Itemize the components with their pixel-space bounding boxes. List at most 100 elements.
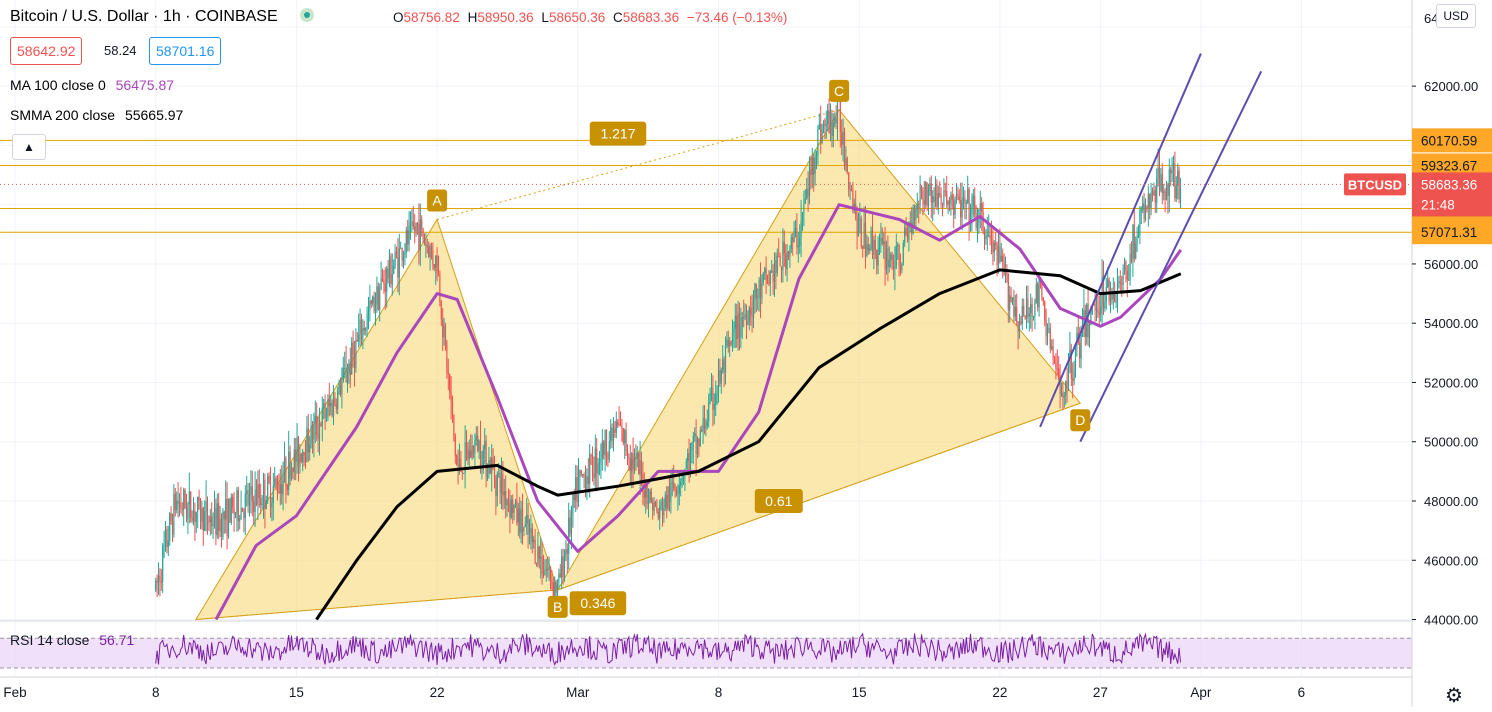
candle-body: [512, 499, 514, 513]
ask-price-button[interactable]: 58701.16: [149, 37, 222, 65]
candle-body: [388, 256, 391, 279]
candle-body: [316, 415, 318, 435]
candle-body: [531, 528, 533, 543]
candle-body: [989, 235, 991, 238]
candle-body: [1065, 381, 1067, 396]
candle-body: [845, 158, 847, 165]
time-tick-label: 8: [152, 685, 160, 700]
candle-body: [667, 486, 669, 509]
candle-body: [275, 478, 277, 484]
candle-body: [748, 307, 750, 321]
rsi-pane: [0, 620, 1412, 678]
candle-body: [1000, 255, 1002, 262]
candle-body: [208, 520, 210, 523]
candle-body: [1060, 392, 1063, 395]
candle-body: [664, 494, 666, 508]
ma100-legend[interactable]: MA 100 close 0 56475.87: [10, 77, 174, 93]
candle-body: [523, 527, 525, 532]
candle-body: [969, 213, 972, 225]
bid-price-button[interactable]: 58642.92: [10, 37, 83, 65]
candle-body: [941, 203, 944, 205]
candle-body: [772, 270, 774, 282]
candle-body: [915, 209, 917, 221]
candle-body: [1164, 191, 1166, 201]
candle-body: [279, 483, 281, 493]
candle-body: [229, 499, 231, 523]
candle-body: [982, 212, 984, 233]
candle-body: [607, 458, 609, 460]
open-label: O: [393, 10, 404, 25]
candle-body: [884, 241, 886, 270]
candle-body: [997, 246, 1000, 265]
candle-body: [863, 222, 865, 249]
smma200-legend[interactable]: SMMA 200 close 55665.97: [10, 107, 183, 123]
candle-body: [751, 315, 753, 318]
candle-body: [674, 488, 676, 491]
candle-body: [1059, 379, 1061, 395]
pattern-ratio-label: 0.61: [765, 493, 792, 509]
candle-body: [885, 248, 888, 270]
settings-gear-icon[interactable]: ⚙: [1445, 685, 1463, 707]
candle-body: [964, 197, 966, 204]
candle-body: [379, 289, 381, 310]
candle-body: [211, 516, 213, 526]
candle-body: [652, 502, 654, 511]
candle-body: [190, 491, 192, 518]
candle-body: [478, 440, 480, 452]
candle-body: [327, 399, 329, 417]
symbol-name: Bitcoin / U.S. Dollar · 1h · COINBASE: [10, 8, 278, 25]
candle-body: [580, 470, 582, 475]
candle-body: [705, 426, 707, 429]
candle-body: [619, 425, 622, 427]
candle-body: [405, 229, 407, 253]
candle-body: [194, 510, 196, 523]
candle-body: [904, 227, 906, 243]
legend-collapse-button[interactable]: ▲: [12, 134, 46, 160]
candle-body: [407, 229, 409, 245]
candle-body: [1142, 203, 1144, 210]
candle-body: [696, 438, 699, 455]
symbol-tag-box: [1344, 173, 1406, 196]
candle-body: [366, 314, 368, 329]
candle-body: [156, 580, 158, 583]
candle-body: [464, 442, 466, 473]
candle-body: [703, 417, 706, 429]
horizontal-levels: [0, 139, 1412, 233]
candle-body: [206, 501, 209, 521]
candle-body: [352, 342, 354, 355]
candle-body: [706, 421, 708, 427]
candle-body: [898, 245, 900, 265]
candle-body: [223, 511, 225, 520]
candle-body: [257, 484, 259, 505]
candle-body: [167, 540, 169, 548]
candle-body: [458, 458, 461, 468]
candle-body: [422, 228, 424, 240]
candle-body: [755, 283, 757, 299]
candle-body: [727, 339, 729, 347]
candle-body: [688, 453, 690, 470]
candle-body: [185, 507, 188, 520]
candle-body: [528, 532, 531, 535]
bid-price: 58642.92: [17, 43, 76, 59]
candle-body: [1140, 209, 1142, 211]
candle-body: [832, 122, 834, 136]
symbol-title[interactable]: Bitcoin / U.S. Dollar · 1h · COINBASE: [10, 8, 315, 26]
candle-body: [213, 507, 216, 526]
rsi-legend[interactable]: RSI 14 close 56.71: [10, 632, 134, 648]
candle-body: [202, 508, 204, 531]
candle-body: [591, 455, 594, 474]
candle-body: [527, 514, 529, 535]
candle-body: [716, 391, 718, 395]
currency-button[interactable]: USD: [1436, 4, 1476, 28]
candle-body: [397, 257, 399, 278]
time-tick-label: Apr: [1190, 685, 1212, 700]
candle-body: [1069, 349, 1071, 359]
candle-body: [345, 367, 347, 383]
candle-body: [738, 312, 741, 337]
candle-body: [454, 436, 456, 456]
candle-body: [1081, 320, 1084, 329]
candle-body: [757, 297, 759, 299]
candle-body: [433, 264, 435, 268]
price-tick-label: 54000.00: [1424, 316, 1478, 331]
